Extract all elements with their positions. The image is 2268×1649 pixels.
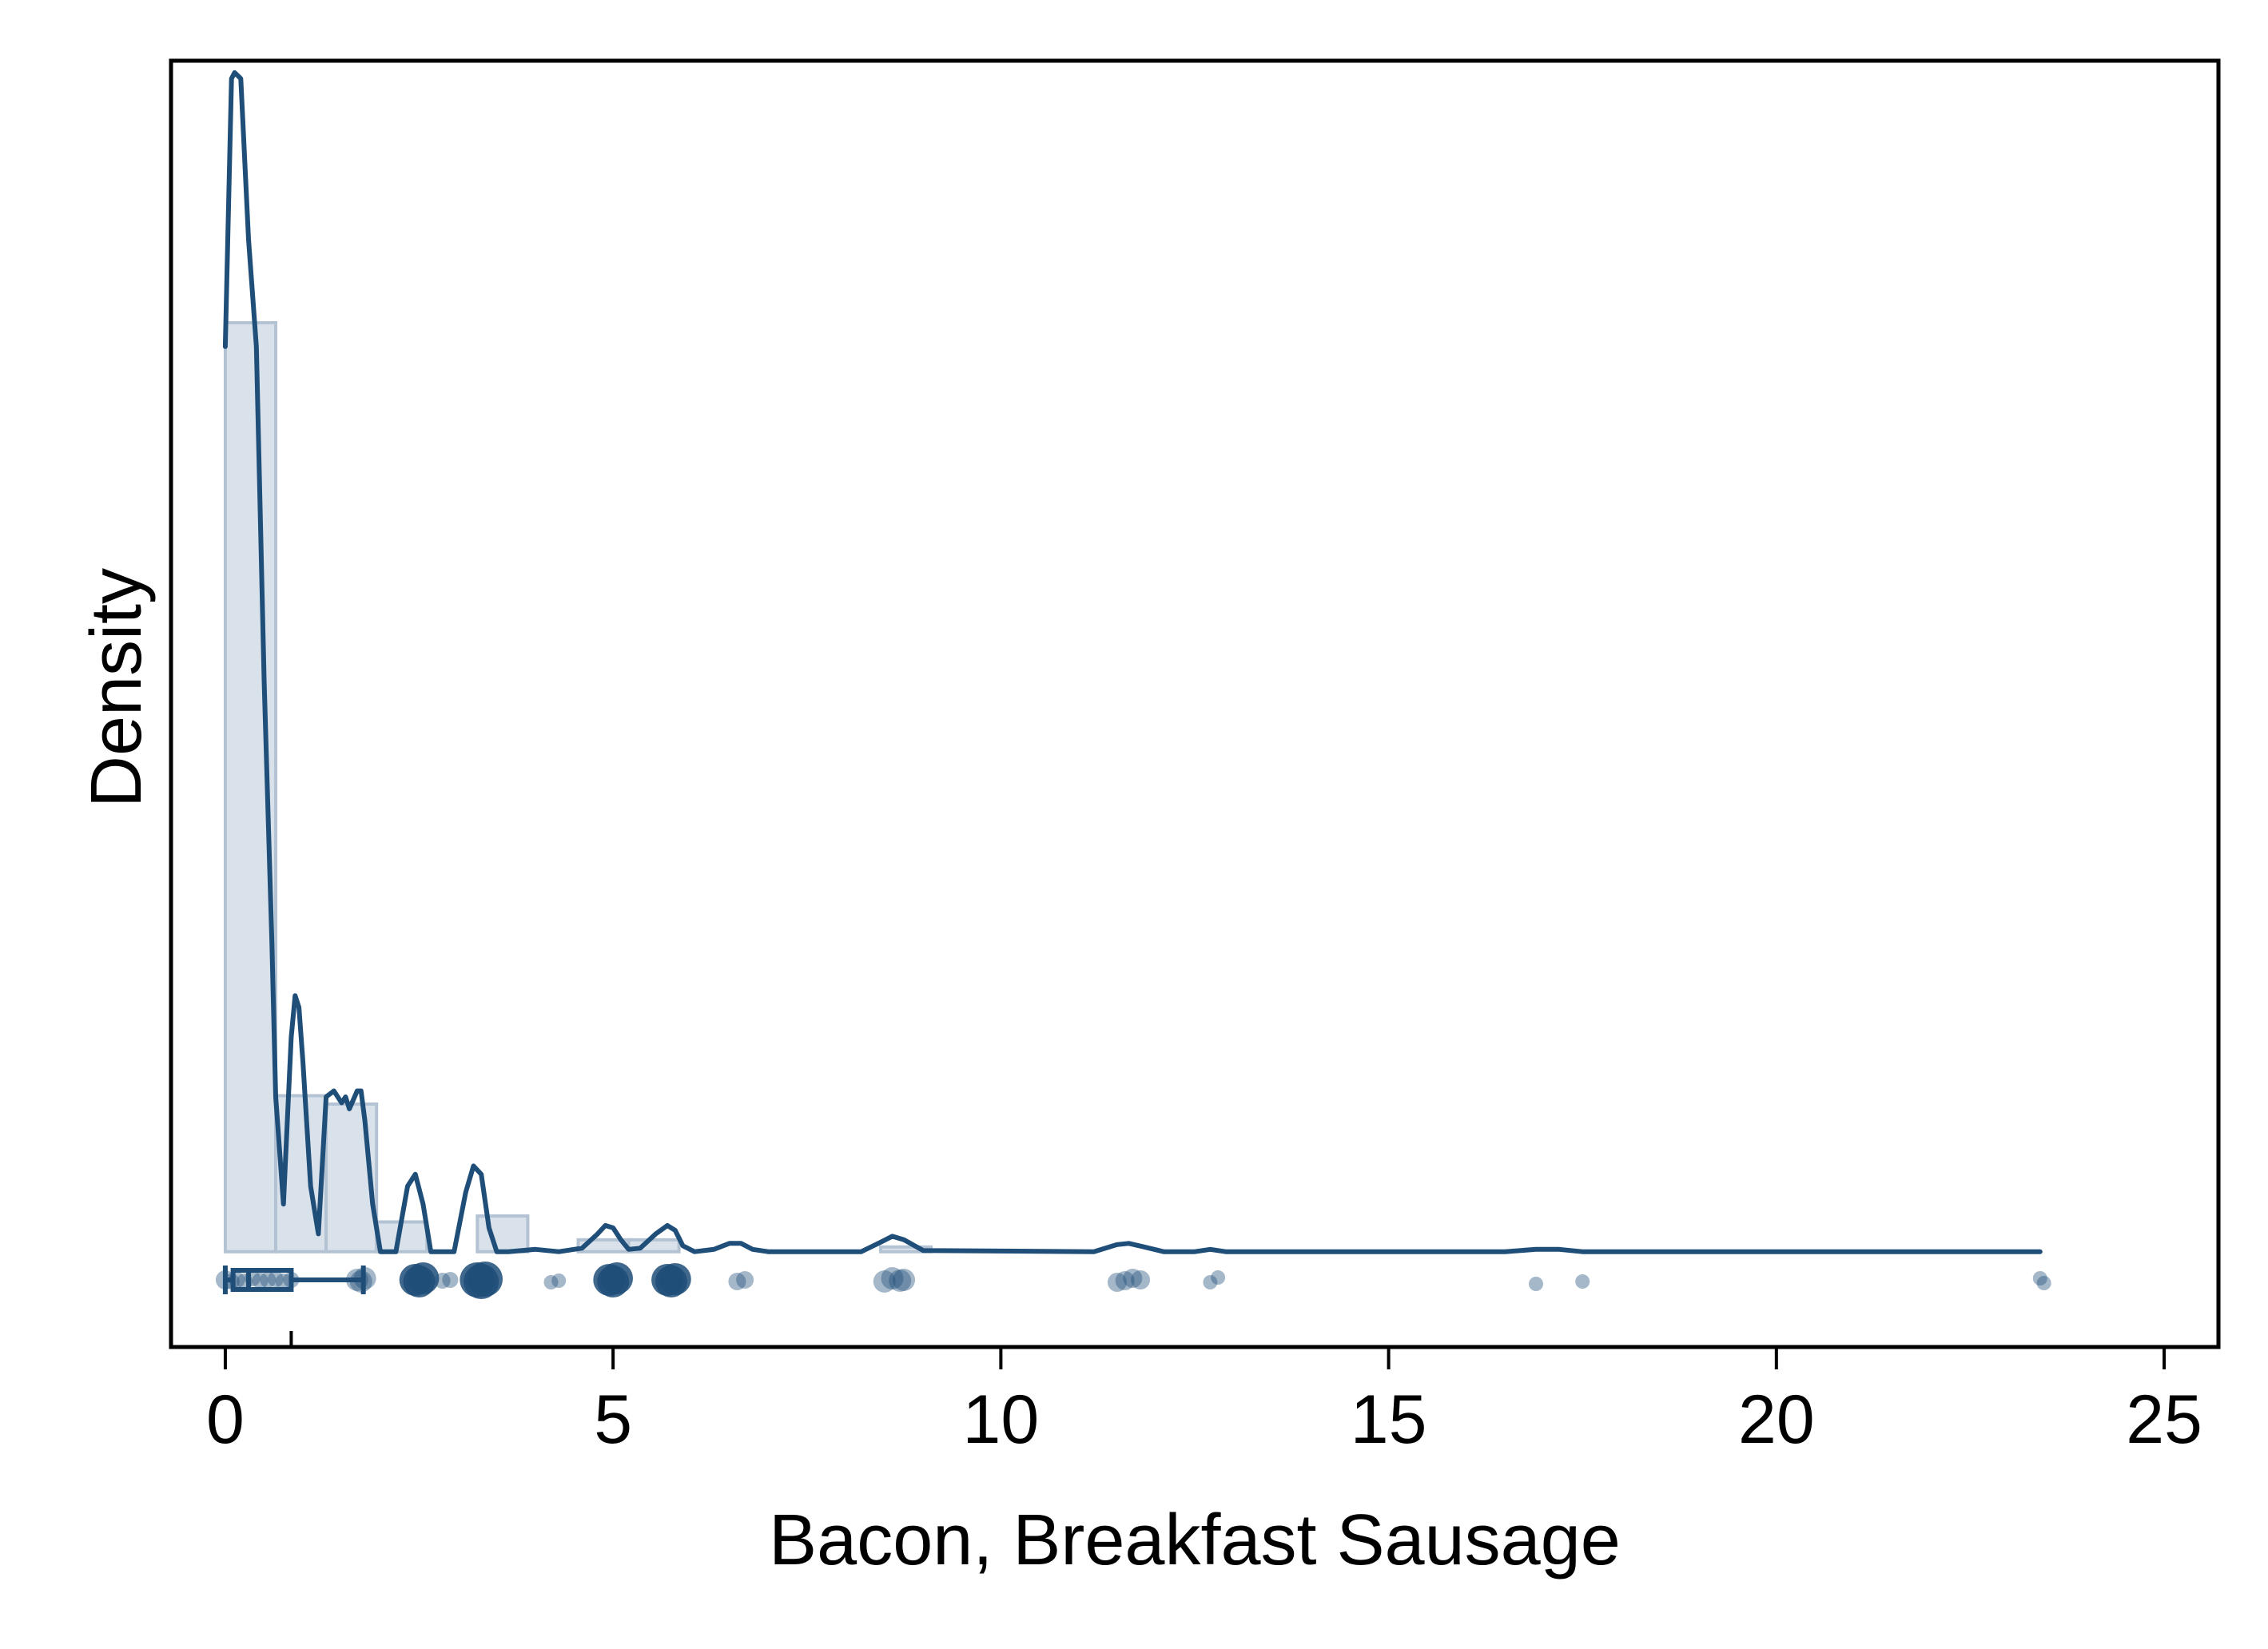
data-point (1123, 1269, 1143, 1288)
data-point (1107, 1273, 1127, 1292)
histogram-bars (223, 320, 933, 1254)
data-point (889, 1270, 912, 1292)
density-curve (222, 70, 2043, 1254)
jitter-points (215, 1262, 2051, 1299)
data-point (223, 1274, 240, 1289)
data-point (1575, 1274, 1590, 1289)
data-point (601, 1262, 634, 1294)
x-tick-label: 10 (963, 1381, 1040, 1458)
x-tick-label: 25 (2126, 1381, 2202, 1458)
data-point (349, 1270, 372, 1293)
data-point (2036, 1276, 2051, 1290)
y-axis-label: Density (77, 568, 157, 808)
data-point (728, 1273, 746, 1290)
density-curve-layer (222, 70, 2043, 1254)
data-point (543, 1275, 559, 1289)
data-point (268, 1271, 284, 1287)
data-point (353, 1267, 376, 1289)
data-point (1203, 1275, 1218, 1289)
data-point (275, 1274, 292, 1289)
data-point (1211, 1270, 1226, 1285)
data-point (1131, 1270, 1151, 1289)
data-point (1529, 1277, 1543, 1291)
box-iqr (230, 1268, 294, 1292)
data-point (244, 1270, 261, 1286)
data-point (442, 1272, 459, 1288)
data-point (659, 1263, 691, 1295)
x-tick-label: 0 (206, 1381, 245, 1458)
data-point (434, 1273, 451, 1289)
data-point (2032, 1271, 2047, 1285)
data-point (407, 1262, 440, 1294)
x-tick-label: 20 (1738, 1381, 1815, 1458)
data-point (229, 1272, 245, 1288)
data-point (1115, 1271, 1135, 1290)
data-point (881, 1267, 904, 1289)
plot-frame (169, 58, 2221, 1349)
data-point (551, 1274, 567, 1288)
data-point (468, 1262, 503, 1297)
data-point (893, 1269, 916, 1291)
data-point (237, 1274, 253, 1289)
x-axis-label: Bacon, Breakfast Sausage (769, 1500, 1621, 1580)
x-axis: 0 5 10 15 20 25 (206, 1347, 2202, 1458)
histogram-bar (475, 1214, 530, 1254)
x-tick-label: 5 (594, 1381, 632, 1458)
data-point (345, 1269, 368, 1291)
data-point (252, 1273, 269, 1289)
data-point (283, 1272, 300, 1288)
data-point (873, 1270, 896, 1293)
data-point (215, 1270, 235, 1289)
data-point (736, 1271, 754, 1289)
x-tick-label: 15 (1351, 1381, 1427, 1458)
data-point (260, 1272, 277, 1288)
boxplot (222, 1266, 366, 1347)
